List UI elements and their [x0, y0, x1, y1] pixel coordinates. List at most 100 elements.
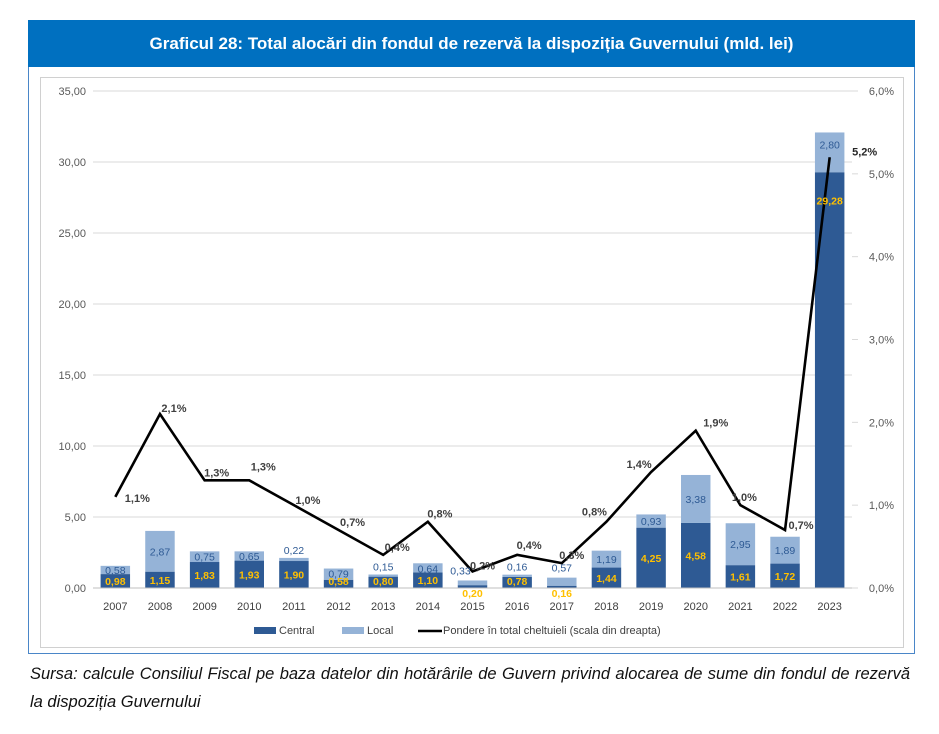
central-value-label: 0,78: [507, 576, 528, 588]
bar-local: [279, 557, 309, 562]
local-value-label: 0,58: [105, 565, 126, 577]
y-axis-left: 0,00 5,00 10,00 15,00 20,00 25,00 30,00 35,00: [58, 86, 86, 595]
local-value-label: 0,57: [552, 563, 573, 575]
y-right-tick-label: 5,0%: [869, 169, 894, 181]
x-tick-label: 2015: [460, 601, 484, 613]
x-tick-label: 2022: [773, 601, 797, 613]
bar-local: [681, 474, 711, 523]
share-line-path: [114, 157, 831, 573]
central-value-label: 1,72: [775, 571, 796, 583]
bar-central: [502, 576, 532, 588]
local-value-label: 0,65: [239, 551, 260, 563]
bar-local: [725, 523, 756, 566]
y-right-tick-label: 4,0%: [869, 252, 894, 264]
y-left-tick-label: 10,00: [58, 441, 86, 453]
y-left-tick-label: 35,00: [58, 86, 86, 98]
bar-local: [636, 514, 666, 528]
bar-central: [368, 576, 398, 588]
bar-local: [502, 574, 532, 577]
x-tick-label: 2017: [550, 601, 574, 613]
bar-central: [681, 522, 711, 588]
legend-swatch-local: [342, 627, 364, 634]
bar-local: [591, 550, 622, 568]
share-value-label: 0,8%: [582, 507, 607, 519]
x-tick-label: 2019: [639, 601, 663, 613]
central-value-label: 1,15: [150, 575, 171, 587]
bar-central: [100, 574, 131, 588]
bar-local: [189, 551, 220, 563]
bar-central: [279, 561, 309, 588]
bars: [100, 132, 845, 588]
y-right-tick-label: 3,0%: [869, 335, 894, 347]
bar-local: [457, 580, 488, 586]
share-value-label: 0,7%: [788, 520, 813, 532]
central-value-label: 0,98: [105, 576, 126, 588]
local-value-label: 1,19: [596, 554, 617, 566]
bar-local: [413, 563, 443, 573]
gridlines: [93, 90, 852, 589]
x-tick-label: 2013: [371, 601, 395, 613]
share-value-label: 1,3%: [204, 467, 229, 479]
bar-local: [145, 530, 175, 572]
y-left-tick-label: 0,00: [65, 583, 86, 595]
central-value-label: 1,83: [194, 570, 215, 582]
y-left-tick-label: 20,00: [58, 299, 86, 311]
share-value-label: 5,2%: [852, 146, 877, 158]
y-left-tick-label: 30,00: [58, 157, 86, 169]
share-value-label: 1,4%: [627, 459, 652, 471]
central-value-label: 29,28: [817, 196, 843, 208]
y-axis-right: 0,0% 1,0% 2,0% 3,0% 4,0% 5,0% 6,0%: [852, 86, 894, 595]
share-value-label: 0,4%: [385, 542, 410, 554]
share-value-label: 1,1%: [125, 493, 150, 505]
x-tick-label: 2011: [282, 601, 306, 613]
bar-central: [591, 567, 622, 588]
x-tick-label: 2014: [416, 601, 440, 613]
local-value-label: 0,33: [450, 565, 471, 577]
bar-central: [636, 527, 666, 588]
share-value-label: 2,1%: [161, 403, 186, 415]
bar-central: [547, 585, 577, 588]
central-value-label: 4,58: [686, 550, 707, 562]
central-value-label: 0,80: [373, 576, 394, 588]
y-right-tick-label: 2,0%: [869, 417, 894, 429]
bar-central: [145, 571, 175, 588]
share-value-label: 0,2%: [470, 560, 495, 572]
x-tick-label: 2023: [817, 601, 841, 613]
share-value-label: 0,7%: [340, 517, 365, 529]
central-value-label: 1,10: [418, 575, 439, 587]
local-value-label: 3,38: [686, 494, 707, 506]
central-value-label: 1,61: [730, 572, 751, 584]
central-value-label: 1,44: [596, 573, 617, 585]
bar-local: [234, 551, 264, 561]
local-value-label: 0,15: [373, 562, 394, 574]
x-tick-label: 2007: [103, 601, 127, 613]
central-value-label: 0,16: [552, 588, 573, 600]
bar-central: [234, 560, 264, 588]
share-value-label: 0,8%: [427, 509, 452, 521]
share-value-label: 1,9%: [703, 418, 728, 430]
y-left-tick-label: 15,00: [58, 370, 86, 382]
local-value-label: 0,64: [418, 563, 439, 575]
local-value-label: 2,95: [730, 539, 751, 551]
y-right-tick-label: 1,0%: [869, 500, 894, 512]
share-value-label: 1,0%: [732, 492, 757, 504]
y-right-tick-label: 6,0%: [869, 86, 894, 98]
share-value-label: 0,3%: [559, 550, 584, 562]
legend-swatch-central: [254, 627, 276, 634]
x-tick-label: 2016: [505, 601, 529, 613]
source-note: Sursa: calcule Consiliul Fiscal pe baza …: [30, 665, 910, 711]
x-tick-label: 2010: [237, 601, 261, 613]
local-value-label: 0,22: [284, 545, 305, 557]
local-value-label: 0,79: [328, 569, 349, 581]
central-value-label: 1,93: [239, 569, 260, 581]
share-value-label: 0,4%: [517, 540, 542, 552]
bar-local: [770, 536, 800, 564]
y-right-tick-label: 0,0%: [869, 583, 894, 595]
share-value-label: 1,0%: [295, 495, 320, 507]
share-value-label: 1,3%: [251, 461, 276, 473]
x-tick-label: 2009: [192, 601, 216, 613]
legend-label-central: Central: [279, 625, 314, 637]
central-value-label: 1,90: [284, 570, 305, 582]
central-value-label: 0,20: [462, 588, 483, 600]
